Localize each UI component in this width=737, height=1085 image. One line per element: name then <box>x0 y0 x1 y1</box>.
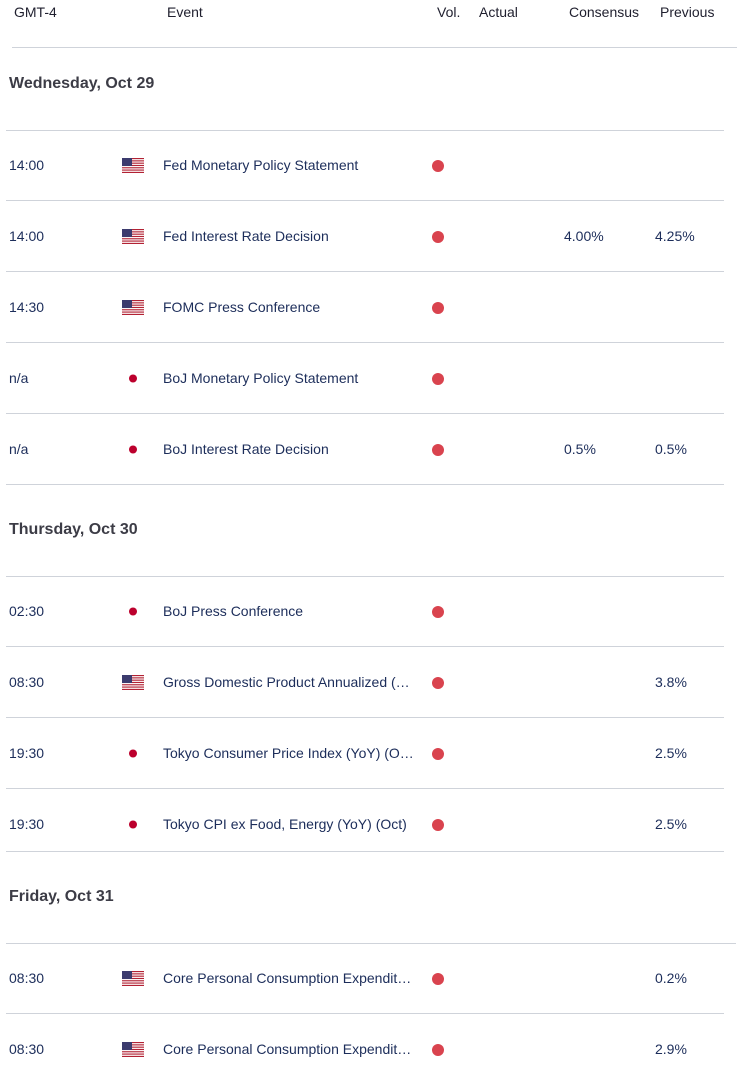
event-row[interactable]: n/a BoJ Interest Rate Decision 0.5% 0.5% <box>6 415 724 485</box>
event-name[interactable]: Fed Monetary Policy Statement <box>163 157 359 173</box>
row-divider <box>6 200 724 201</box>
row-divider <box>6 851 724 852</box>
high-volatility-dot <box>432 444 444 456</box>
us-flag-icon <box>122 1042 144 1057</box>
day-heading: Thursday, Oct 30 <box>9 521 138 538</box>
event-row[interactable]: 14:00 Fed Monetary Policy Statement <box>6 131 724 201</box>
event-row[interactable]: 19:30 Tokyo CPI ex Food, Energy (YoY) (O… <box>6 790 724 852</box>
us-flag-icon <box>122 971 144 986</box>
event-time: 19:30 <box>9 816 45 832</box>
high-volatility-dot <box>432 160 444 172</box>
actual-header: Actual <box>479 4 518 20</box>
high-volatility-dot <box>432 1044 444 1056</box>
event-row[interactable]: 19:30 Tokyo Consumer Price Index (YoY) (… <box>6 719 724 789</box>
event-name[interactable]: Tokyo Consumer Price Index (YoY) (O… <box>163 745 414 761</box>
row-divider <box>6 646 724 647</box>
previous-value: 2.5% <box>655 745 687 761</box>
row-divider <box>6 1013 724 1014</box>
event-time: 14:00 <box>9 228 45 244</box>
day-heading: Wednesday, Oct 29 <box>9 75 155 92</box>
row-divider <box>6 717 724 718</box>
event-time: 14:30 <box>9 299 45 315</box>
event-time: 08:30 <box>9 1041 45 1057</box>
event-name[interactable]: BoJ Press Conference <box>163 603 304 619</box>
high-volatility-dot <box>432 973 444 985</box>
jp-flag-icon <box>122 746 144 761</box>
day-divider <box>6 130 724 131</box>
event-time: 08:30 <box>9 674 45 690</box>
event-row[interactable]: 14:30 FOMC Press Conference <box>6 273 724 343</box>
previous-value: 2.5% <box>655 816 687 832</box>
event-name[interactable]: Fed Interest Rate Decision <box>163 228 329 244</box>
event-time: n/a <box>9 441 29 457</box>
event-time: 14:00 <box>9 157 45 173</box>
us-flag-icon <box>122 229 144 244</box>
timezone-header[interactable]: GMT-4 <box>14 4 57 20</box>
row-divider <box>6 788 724 789</box>
us-flag-icon <box>122 158 144 173</box>
previous-value: 0.2% <box>655 970 687 986</box>
high-volatility-dot <box>432 819 444 831</box>
high-volatility-dot <box>432 748 444 760</box>
event-name[interactable]: Core Personal Consumption Expendit… <box>163 970 412 986</box>
jp-flag-icon <box>122 442 144 457</box>
previous-value: 4.25% <box>655 228 695 244</box>
day-heading: Friday, Oct 31 <box>9 888 114 905</box>
event-time: 08:30 <box>9 970 45 986</box>
event-row[interactable]: 14:00 Fed Interest Rate Decision 4.00% 4… <box>6 202 724 272</box>
high-volatility-dot <box>432 373 444 385</box>
row-divider <box>6 342 724 343</box>
event-row[interactable]: 08:30 Gross Domestic Product Annualized … <box>6 648 724 718</box>
event-name[interactable]: BoJ Interest Rate Decision <box>163 441 329 457</box>
row-divider <box>6 484 724 485</box>
event-row[interactable]: 08:30 Core Personal Consumption Expendit… <box>6 944 724 1014</box>
high-volatility-dot <box>432 231 444 243</box>
high-volatility-dot <box>432 677 444 689</box>
event-name[interactable]: BoJ Monetary Policy Statement <box>163 370 359 386</box>
jp-flag-icon <box>122 817 144 832</box>
event-row[interactable]: n/a BoJ Monetary Policy Statement <box>6 344 724 414</box>
jp-flag-icon <box>122 604 144 619</box>
day-divider <box>6 943 736 944</box>
us-flag-icon <box>122 675 144 690</box>
event-header: Event <box>167 4 203 20</box>
event-name[interactable]: FOMC Press Conference <box>163 299 321 315</box>
high-volatility-dot <box>432 606 444 618</box>
header-divider <box>12 47 737 48</box>
consensus-header: Consensus <box>569 4 640 20</box>
event-name[interactable]: Core Personal Consumption Expendit… <box>163 1041 412 1057</box>
previous-header: Previous <box>660 4 715 20</box>
event-time: 02:30 <box>9 603 45 619</box>
event-row[interactable]: 08:30 Core Personal Consumption Expendit… <box>8 1015 724 1085</box>
event-name[interactable]: Gross Domestic Product Annualized (… <box>163 674 410 690</box>
consensus-value: 4.00% <box>564 228 604 244</box>
volatility-header: Vol. <box>437 4 461 20</box>
row-divider <box>6 413 724 414</box>
event-time: 19:30 <box>9 745 45 761</box>
column-header: GMT-4 Event Vol. Actual Consensus Previo… <box>0 0 737 26</box>
day-divider <box>6 576 724 577</box>
high-volatility-dot <box>432 302 444 314</box>
previous-value: 2.9% <box>655 1041 687 1057</box>
event-name[interactable]: Tokyo CPI ex Food, Energy (YoY) (Oct) <box>163 816 407 832</box>
row-divider <box>6 271 724 272</box>
previous-value: 0.5% <box>655 441 687 457</box>
jp-flag-icon <box>122 371 144 386</box>
us-flag-icon <box>122 300 144 315</box>
event-time: n/a <box>9 370 29 386</box>
previous-value: 3.8% <box>655 674 687 690</box>
consensus-value: 0.5% <box>564 441 596 457</box>
event-row[interactable]: 02:30 BoJ Press Conference <box>6 577 724 647</box>
